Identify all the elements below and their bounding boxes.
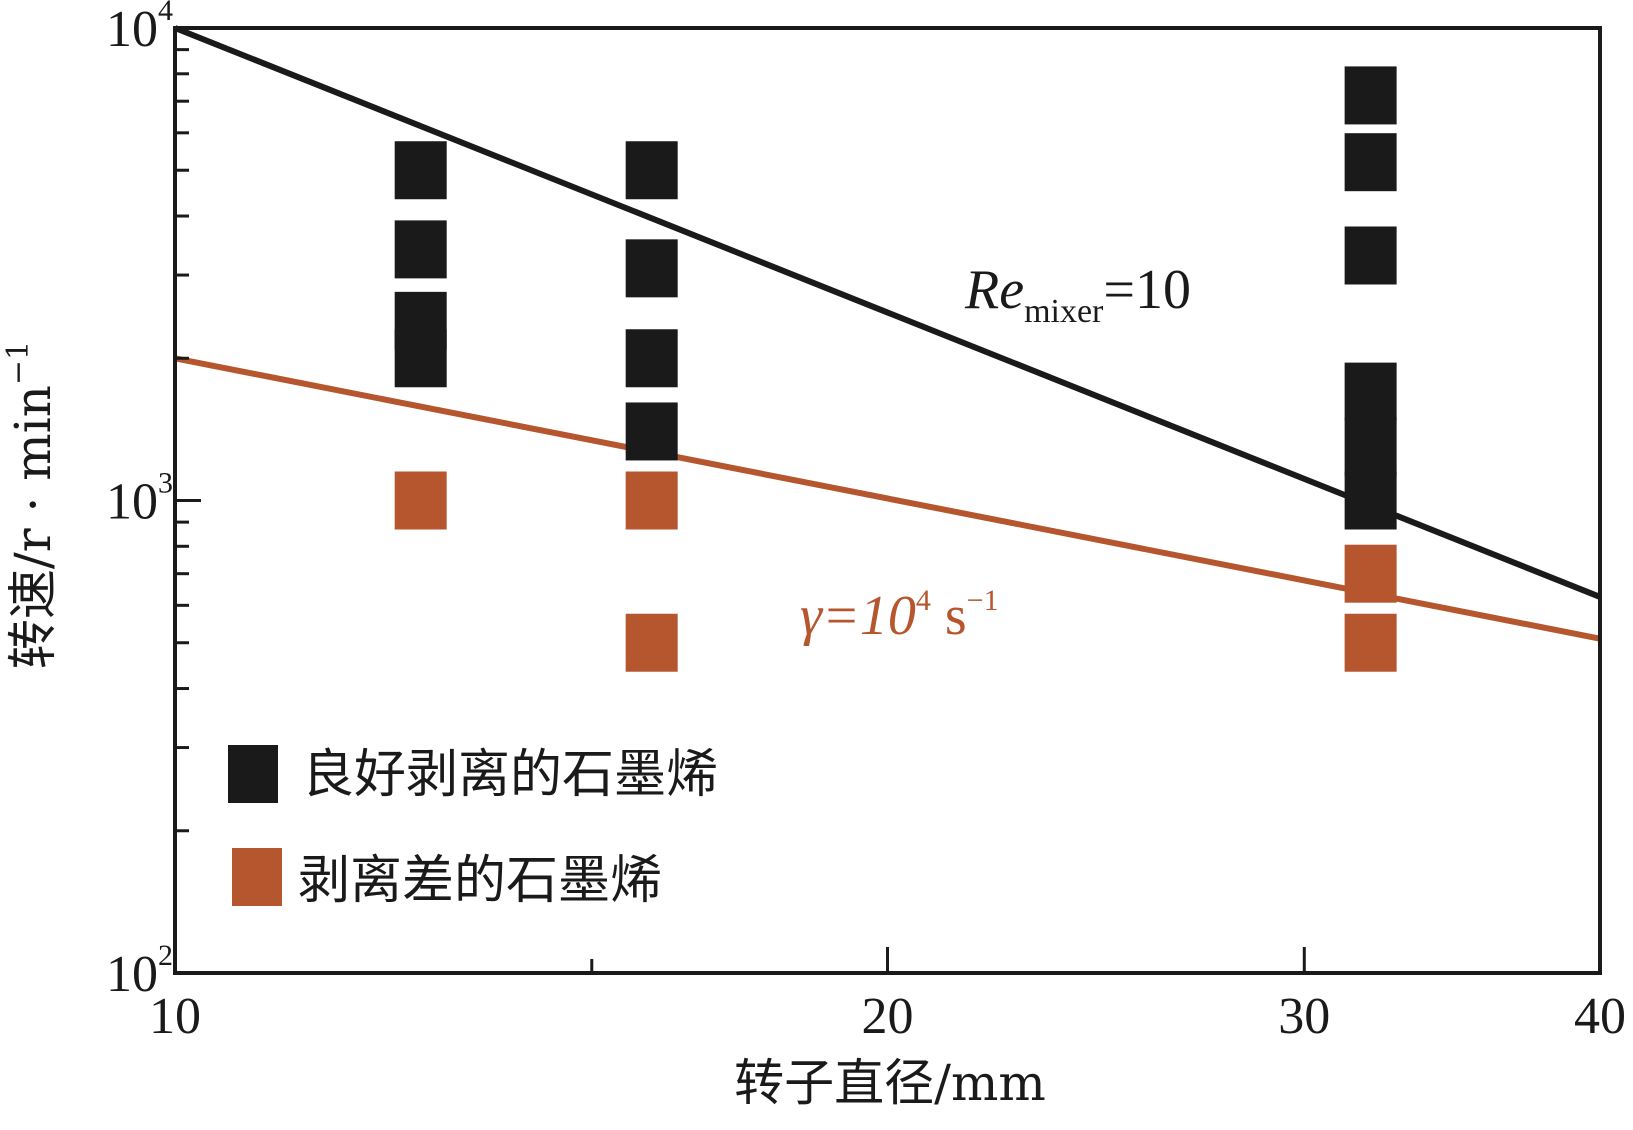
- good-exfoliation-point: [625, 239, 678, 298]
- good-exfoliation-point: [1344, 226, 1397, 285]
- good-exfoliation-point: [625, 329, 678, 388]
- legend: 良好剥离的石墨烯 剥离差的石墨烯: [228, 745, 718, 911]
- x-tick-label: 10: [149, 988, 201, 1045]
- good-exfoliation-point: [394, 141, 447, 200]
- x-tick-label: 30: [1278, 988, 1330, 1045]
- poor-exfoliation-point: [394, 471, 447, 530]
- legend-swatch-poor: [232, 848, 282, 906]
- good-exfoliation-point: [625, 402, 678, 461]
- good-exfoliation-point: [1344, 133, 1397, 192]
- x-tick-label: 20: [862, 988, 914, 1045]
- y-tick-label: 102: [106, 939, 173, 1003]
- good-exfoliation-point: [625, 141, 678, 200]
- y-axis-title: 转速/r · min−1: [1, 341, 62, 669]
- legend-swatch-good: [228, 745, 278, 803]
- re-mixer-annotation: Remixer=10: [964, 259, 1191, 330]
- good-exfoliation-point: [1344, 417, 1397, 476]
- good-exfoliation-point: [1344, 471, 1397, 530]
- legend-label-good: 良好剥离的石墨烯: [302, 745, 718, 805]
- x-axis-title: 转子直径/mm: [734, 1054, 1046, 1112]
- gamma-annotation: γ=104 s−1: [800, 584, 999, 647]
- good-exfoliation-point: [394, 329, 447, 388]
- good-exfoliation-point: [1344, 66, 1397, 125]
- poor-exfoliation-point: [625, 613, 678, 672]
- legend-label-poor: 剥离差的石墨烯: [298, 851, 662, 911]
- good-exfoliation-point: [1344, 362, 1397, 421]
- poor-exfoliation-point: [625, 471, 678, 530]
- poor-exfoliation-point: [1344, 544, 1397, 603]
- x-tick-label: 40: [1574, 988, 1626, 1045]
- y-tick-label: 104: [106, 0, 173, 58]
- y-tick-label: 103: [106, 467, 173, 531]
- good-exfoliation-point: [394, 220, 447, 279]
- poor-exfoliation-point: [1344, 613, 1397, 672]
